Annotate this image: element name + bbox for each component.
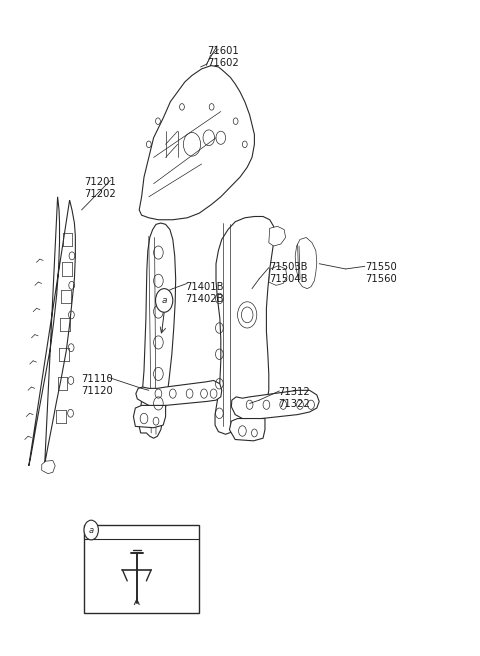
Text: 71110
71120: 71110 71120 — [82, 374, 113, 396]
Polygon shape — [215, 216, 275, 434]
Circle shape — [84, 520, 98, 540]
Polygon shape — [231, 390, 319, 420]
Bar — [84, 525, 199, 613]
Polygon shape — [29, 197, 75, 466]
Polygon shape — [139, 223, 176, 438]
Polygon shape — [136, 380, 222, 407]
Text: 71601
71602: 71601 71602 — [207, 46, 239, 68]
Text: 67321L
67331R: 67321L 67331R — [122, 566, 161, 588]
Text: 71401B
71402B: 71401B 71402B — [185, 282, 223, 304]
Text: a: a — [89, 525, 94, 535]
Polygon shape — [269, 266, 287, 285]
Polygon shape — [269, 226, 286, 246]
Text: 71503B
71504B: 71503B 71504B — [269, 262, 307, 285]
Text: 71201
71202: 71201 71202 — [84, 177, 116, 199]
Polygon shape — [42, 461, 55, 474]
Text: a: a — [161, 296, 167, 305]
Text: 71312
71322: 71312 71322 — [278, 387, 310, 409]
Polygon shape — [139, 66, 254, 220]
Text: 71550
71560: 71550 71560 — [365, 262, 396, 285]
Circle shape — [156, 289, 173, 312]
Polygon shape — [229, 419, 265, 441]
Polygon shape — [133, 405, 166, 428]
Polygon shape — [295, 237, 317, 289]
